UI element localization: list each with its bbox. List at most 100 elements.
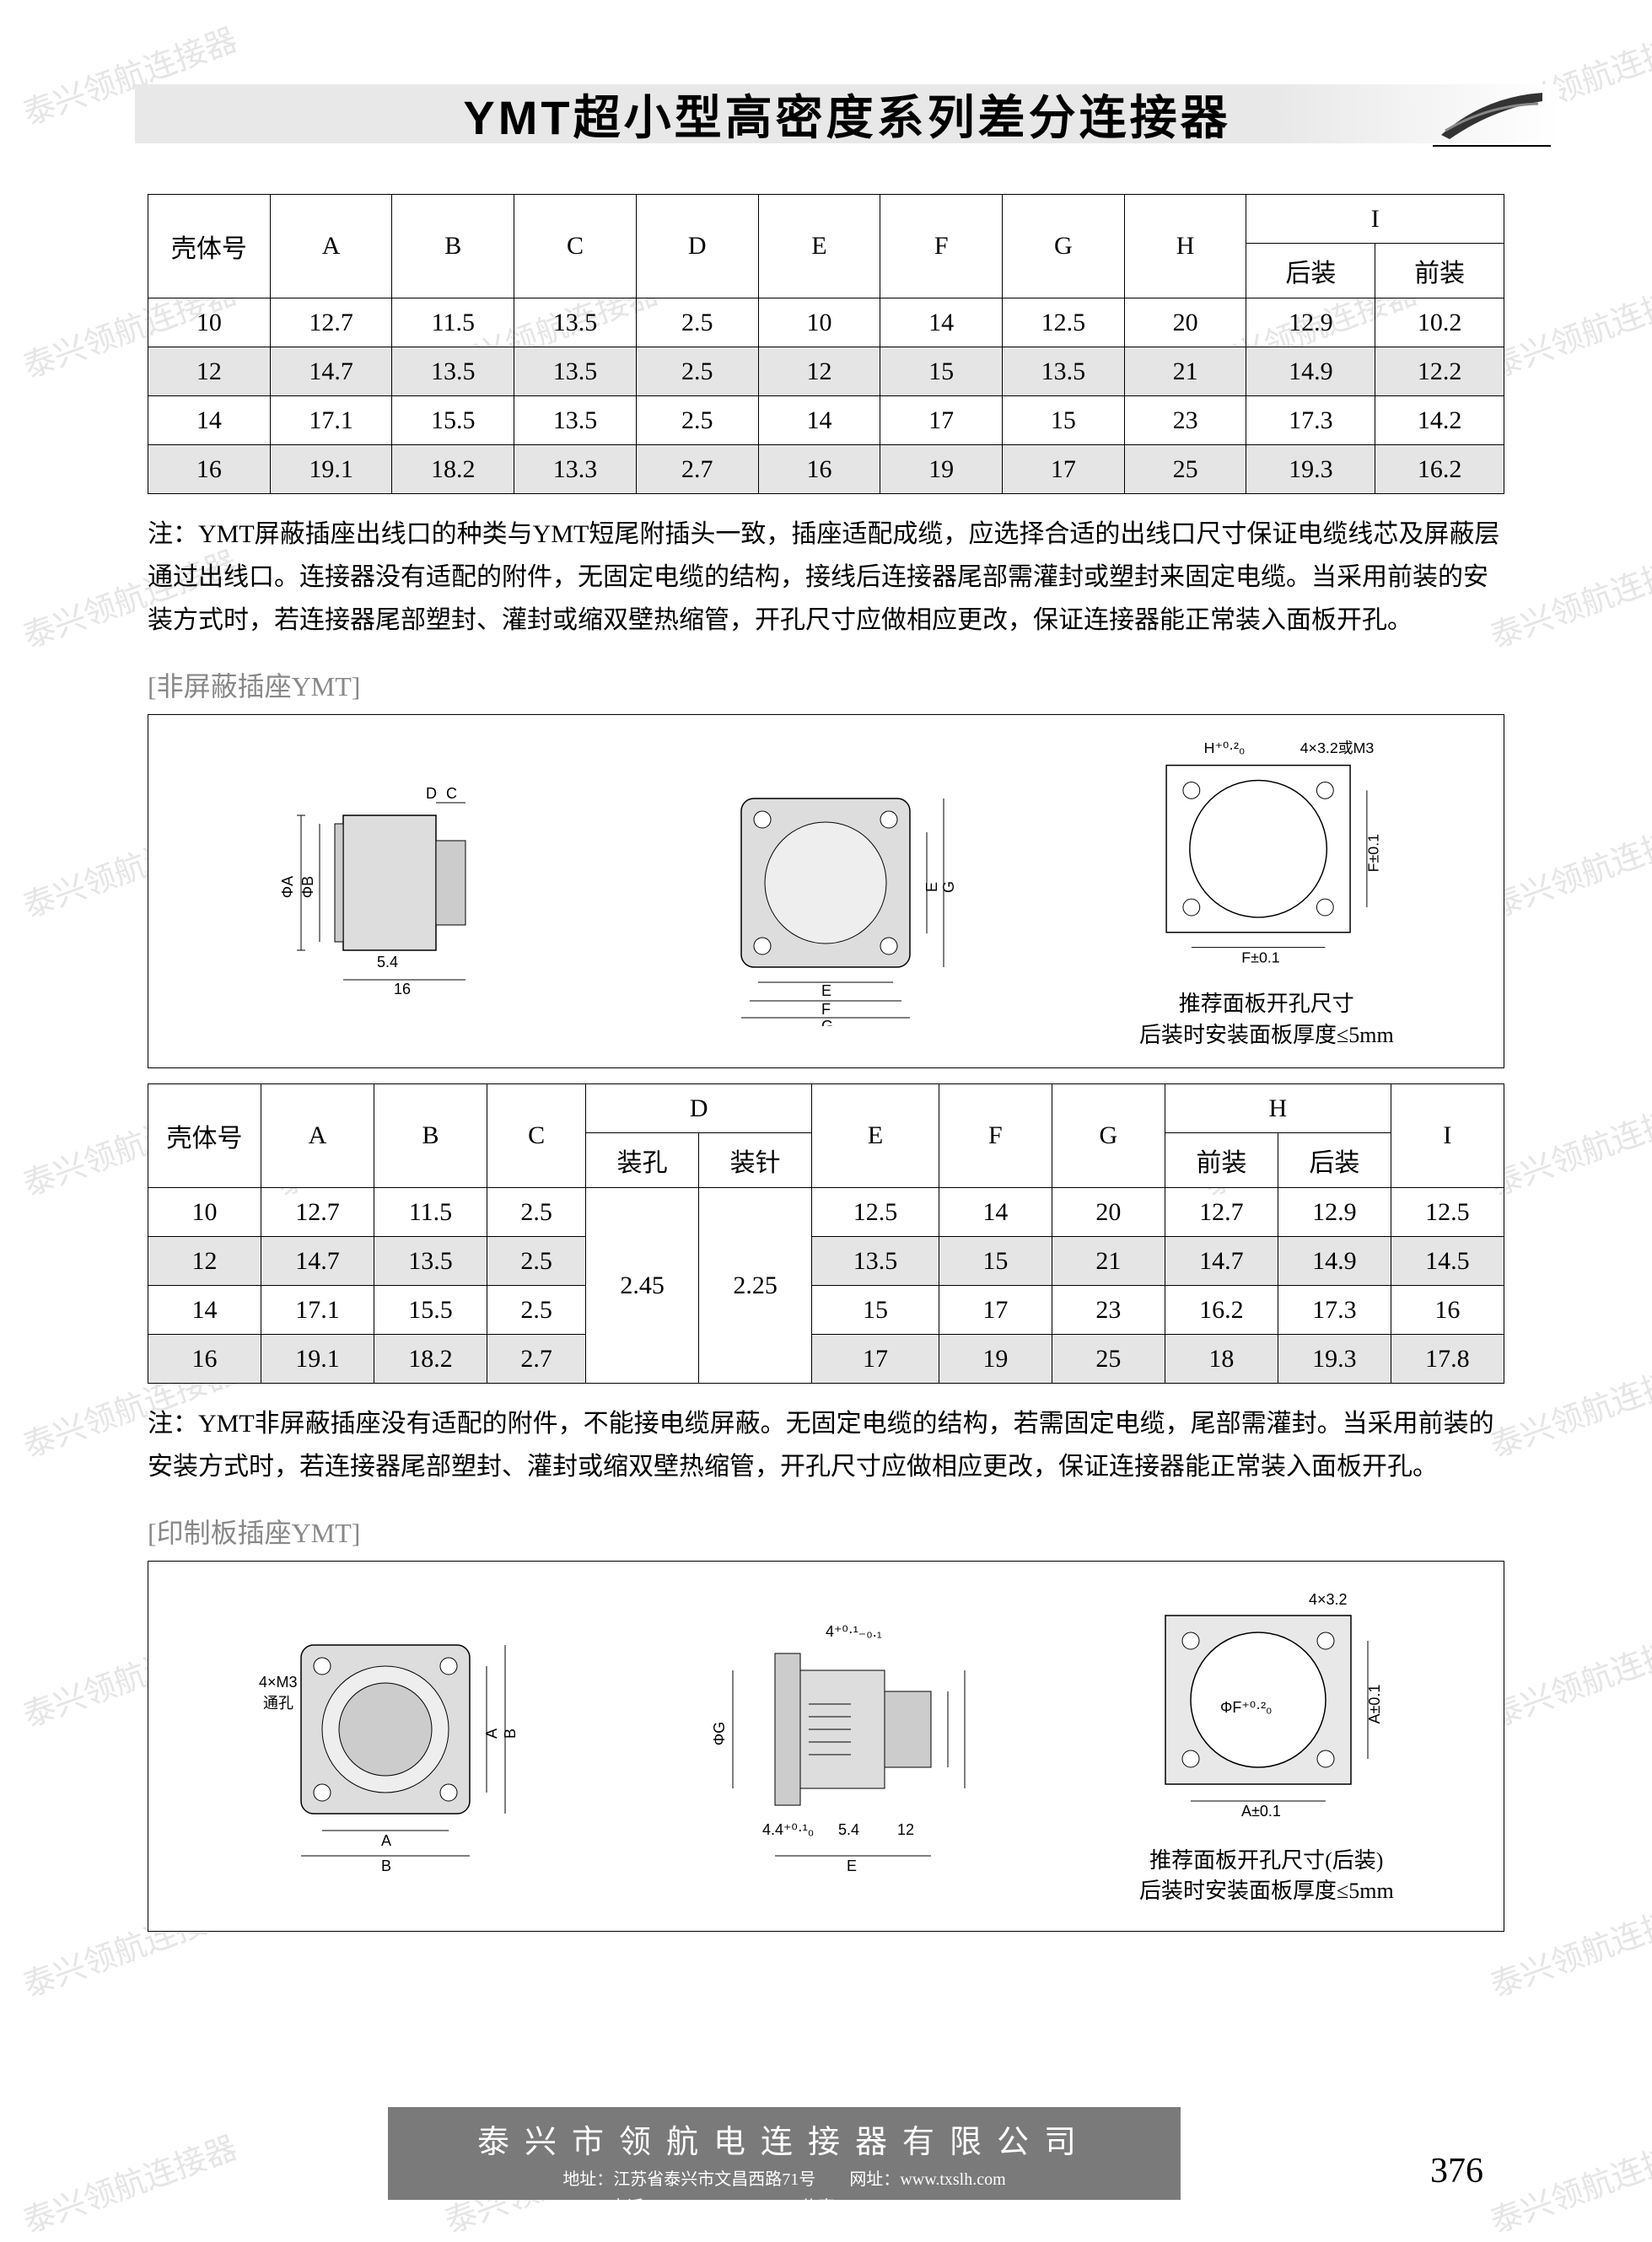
col-A: A <box>270 195 392 298</box>
col-F: F <box>939 1084 1052 1188</box>
col-B: B <box>374 1084 487 1188</box>
svg-text:F±0.1: F±0.1 <box>1241 949 1280 965</box>
svg-text:D: D <box>426 785 437 802</box>
svg-text:B: B <box>381 1858 391 1874</box>
svg-text:4×3.2或M3: 4×3.2或M3 <box>1300 739 1374 756</box>
table-cell: 12.7 <box>261 1188 374 1237</box>
footer-addr-label: 地址： <box>562 2170 613 2189</box>
watermark: 泰兴领航连接器 <box>1483 1885 1652 2006</box>
table-cell: 19.1 <box>261 1335 374 1384</box>
svg-text:5.4: 5.4 <box>838 1821 859 1838</box>
footer-tel: 0523-87596158 <box>660 2198 767 2217</box>
header-bar: YMT超小型高密度系列差分连接器 <box>135 84 1559 143</box>
col-D: D <box>586 1084 812 1133</box>
table-cell: 2.45 <box>586 1188 699 1384</box>
svg-text:B: B <box>502 1729 519 1739</box>
table-cell: 17.1 <box>261 1286 374 1335</box>
diagram-1-caption-2: 后装时安装面板厚度≤5mm <box>1139 1020 1394 1051</box>
watermark: 泰兴领航连接器 <box>1483 1084 1652 1205</box>
table-cell: 12.7 <box>1165 1188 1278 1237</box>
svg-text:G: G <box>940 881 957 893</box>
col-I: I <box>1391 1084 1504 1188</box>
watermark: 泰兴领航连接器 <box>1483 1346 1652 1466</box>
footer-fax-label: 传真： <box>801 2198 852 2217</box>
svg-text:通孔: 通孔 <box>263 1695 293 1712</box>
table-cell: 2.25 <box>699 1188 812 1384</box>
table-cell: 12 <box>758 347 880 396</box>
diagram-2-caption-1: 推荐面板开孔尺寸(后装) <box>1139 1846 1394 1876</box>
table-cell: 12.5 <box>1003 298 1125 347</box>
table-cell: 14 <box>939 1188 1052 1237</box>
svg-text:12: 12 <box>897 1821 914 1838</box>
table-cell: 15 <box>1003 396 1125 445</box>
col-H: H <box>1165 1084 1391 1133</box>
table-cell: 10 <box>148 298 271 347</box>
table-cell: 12.7 <box>270 298 392 347</box>
table-cell: 2.5 <box>487 1286 585 1335</box>
table-cell: 13.5 <box>392 347 514 396</box>
table-cell: 13.5 <box>514 298 637 347</box>
diagram-1-panel-cutout: H⁺⁰·²₀ 4×3.2或M3 F±0.1 F±0.1 推荐面板开孔尺寸 后装时… <box>1047 732 1487 1051</box>
col-H-rear: 后装 <box>1278 1133 1391 1188</box>
table-cell: 15 <box>812 1286 939 1335</box>
section-label-1: [非屏蔽插座YMT] <box>148 665 1504 704</box>
dimensions-table-1: 壳体号 A B C D E F G H I 后装 前装 1012.711.513… <box>148 194 1504 494</box>
table-cell: 13.5 <box>514 396 637 445</box>
table-cell: 12.9 <box>1246 298 1375 347</box>
svg-text:ΦG: ΦG <box>711 1722 728 1745</box>
svg-text:C: C <box>446 785 457 802</box>
col-D-pin: 装针 <box>699 1133 812 1188</box>
table-cell: 21 <box>1124 347 1246 396</box>
table-cell: 13.5 <box>374 1237 487 1286</box>
footer-web: www.txslh.com <box>900 2170 1005 2189</box>
svg-text:H⁺⁰·²₀: H⁺⁰·²₀ <box>1204 739 1246 756</box>
table-cell: 14.7 <box>270 347 392 396</box>
svg-text:F±0.1: F±0.1 <box>1365 834 1382 873</box>
table-cell: 17.3 <box>1246 396 1375 445</box>
table-cell: 20 <box>1124 298 1246 347</box>
col-A: A <box>261 1084 374 1188</box>
svg-text:ΦF⁺⁰·²₀: ΦF⁺⁰·²₀ <box>1220 1699 1273 1716</box>
table-cell: 25 <box>1052 1335 1165 1384</box>
col-H: H <box>1124 195 1246 298</box>
table-cell: 14.2 <box>1375 396 1504 445</box>
table-cell: 19.3 <box>1246 445 1375 494</box>
svg-text:4×3.2: 4×3.2 <box>1309 1591 1348 1608</box>
table-cell: 14 <box>880 298 1003 347</box>
table-cell: 19 <box>880 445 1003 494</box>
table-cell: 25 <box>1124 445 1246 494</box>
table-cell: 11.5 <box>392 298 514 347</box>
table-cell: 19.3 <box>1278 1335 1391 1384</box>
table-cell: 13.3 <box>514 445 637 494</box>
footer-bar: 泰兴市领航电连接器有限公司 地址：江苏省泰兴市文昌西路71号 网址：www.tx… <box>388 2107 1181 2200</box>
table-cell: 17 <box>880 396 1003 445</box>
col-E: E <box>812 1084 939 1188</box>
table-cell: 18.2 <box>392 445 514 494</box>
watermark: 泰兴领航连接器 <box>1483 2121 1652 2242</box>
col-G: G <box>1003 195 1125 298</box>
diagram-box-1: ΦA ΦB 5.4 16 C D E G E F G H⁺⁰·²₀ 4×3.2或 <box>148 714 1504 1068</box>
table-cell: 12.5 <box>1391 1188 1504 1237</box>
col-I-front: 前装 <box>1375 244 1504 298</box>
watermark: 泰兴领航连接器 <box>1483 266 1652 387</box>
svg-text:A±0.1: A±0.1 <box>1366 1684 1383 1723</box>
watermark: 泰兴领航连接器 <box>1483 806 1652 927</box>
table-cell: 2.5 <box>487 1237 585 1286</box>
col-shell: 壳体号 <box>148 195 271 298</box>
page-number: 376 <box>1430 2151 1483 2191</box>
table-cell: 16 <box>148 1335 261 1384</box>
table-cell: 2.5 <box>636 396 758 445</box>
table-cell: 17 <box>1003 445 1125 494</box>
table-cell: 12.2 <box>1375 347 1504 396</box>
svg-text:5.4: 5.4 <box>377 954 398 970</box>
watermark: 泰兴领航连接器 <box>16 2121 243 2242</box>
col-C: C <box>514 195 637 298</box>
table-cell: 14 <box>148 1286 261 1335</box>
col-shell: 壳体号 <box>148 1084 261 1188</box>
svg-text:A: A <box>483 1729 500 1739</box>
table-cell: 18.2 <box>374 1335 487 1384</box>
footer-fax: 0523-87599876 <box>852 2198 959 2217</box>
table-cell: 23 <box>1052 1286 1165 1335</box>
diagram-2-panel-cutout: 4×3.2 ΦF⁺⁰·²₀ A±0.1 A±0.1 推荐面板开孔尺寸(后装) 后… <box>1047 1578 1487 1914</box>
col-B: B <box>392 195 514 298</box>
